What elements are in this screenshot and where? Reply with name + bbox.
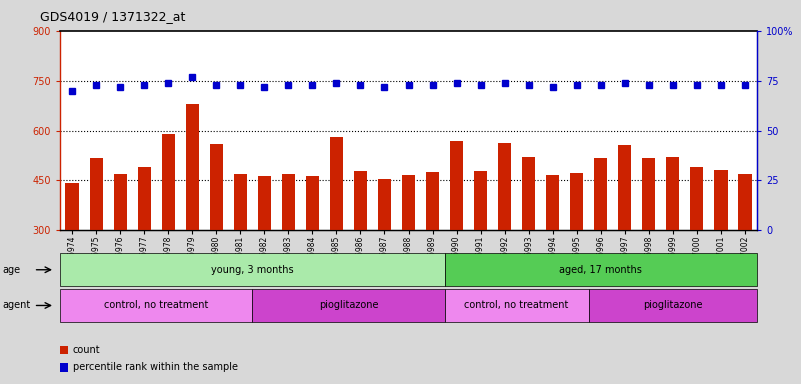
Bar (354, 171, 367, 230)
Text: control, no treatment: control, no treatment (465, 300, 569, 311)
Bar (739, 174, 751, 230)
Bar (570, 173, 583, 230)
Bar (138, 167, 151, 230)
Bar (90, 158, 103, 230)
Text: percentile rank within the sample: percentile rank within the sample (73, 362, 238, 372)
Text: GDS4019 / 1371322_at: GDS4019 / 1371322_at (40, 10, 185, 23)
Bar (234, 174, 247, 230)
Text: age: age (2, 265, 21, 275)
Text: aged, 17 months: aged, 17 months (559, 265, 642, 275)
Bar (498, 143, 511, 230)
Bar (690, 167, 703, 230)
Bar (258, 177, 271, 230)
Text: agent: agent (2, 300, 31, 311)
Bar (618, 144, 631, 230)
Bar (426, 172, 439, 230)
Bar (594, 158, 607, 230)
Text: pioglitazone: pioglitazone (643, 300, 702, 311)
Bar (66, 183, 78, 230)
Bar (402, 175, 415, 230)
Bar (210, 144, 223, 230)
Bar (306, 177, 319, 230)
Bar (714, 170, 727, 230)
Bar (666, 157, 679, 230)
Bar (642, 158, 655, 230)
Bar (522, 157, 535, 230)
Bar (282, 174, 295, 230)
Bar (330, 137, 343, 230)
Bar (162, 134, 175, 230)
Text: count: count (73, 345, 100, 355)
Bar (546, 175, 559, 230)
Text: control, no treatment: control, no treatment (104, 300, 208, 311)
Text: pioglitazone: pioglitazone (319, 300, 378, 311)
Bar (450, 141, 463, 230)
Bar (186, 104, 199, 230)
Bar (114, 174, 127, 230)
Text: young, 3 months: young, 3 months (211, 265, 294, 275)
Bar (378, 179, 391, 230)
Bar (474, 171, 487, 230)
